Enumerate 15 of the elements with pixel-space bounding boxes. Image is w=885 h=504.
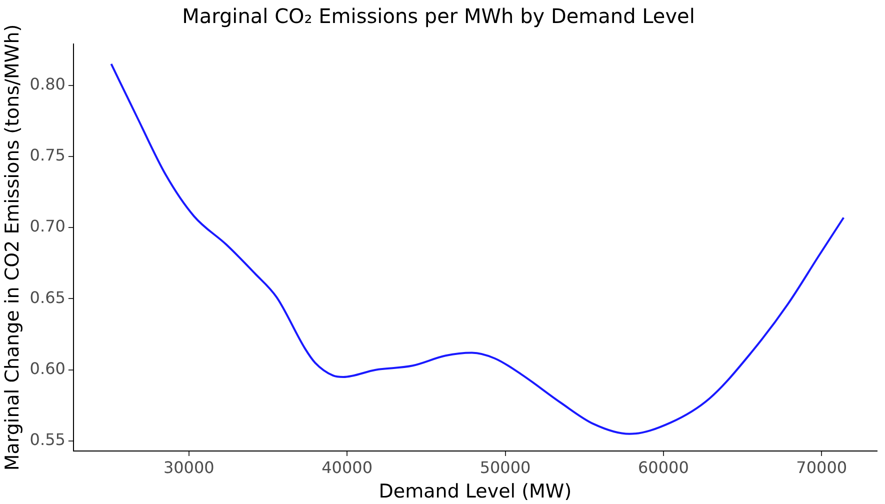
chart-title: Marginal CO₂ Emissions per MWh by Demand Level <box>182 4 695 28</box>
line-series <box>110 62 845 435</box>
y-tick-label: 0.75 <box>30 146 66 165</box>
x-tick-label: 70000 <box>796 458 848 477</box>
y-tick-label: 0.70 <box>30 216 66 236</box>
y-axis-title: Marginal Change in CO2 Emissions (tons/MWh) <box>1 24 24 471</box>
x-axis-title: Demand Level (MW) <box>378 480 572 503</box>
y-tick-label: 0.60 <box>30 359 66 378</box>
x-tick-label: 60000 <box>638 458 689 477</box>
y-tick-label: 0.55 <box>30 430 66 450</box>
y-tick-label: 0.65 <box>30 288 66 307</box>
x-tick-label: 40000 <box>322 458 373 477</box>
x-tick-label: 30000 <box>163 458 214 477</box>
x-tick-label: 50000 <box>480 458 531 477</box>
y-tick-label: 0.80 <box>30 74 66 94</box>
